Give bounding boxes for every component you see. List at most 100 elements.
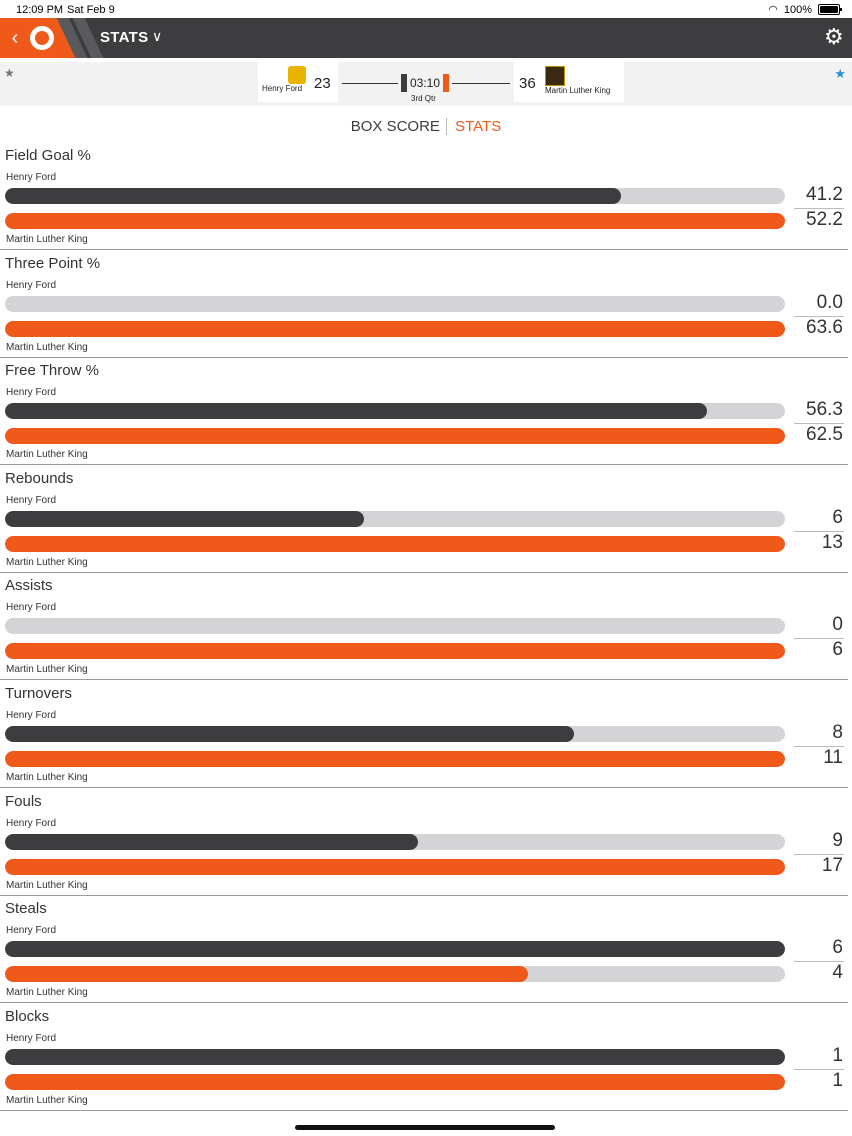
away-possession-marker bbox=[443, 74, 449, 92]
team-a-value: 0.0 bbox=[816, 291, 843, 313]
team-b-bar-track bbox=[5, 751, 785, 767]
team-b-value: 1 bbox=[832, 1069, 843, 1091]
star-icon[interactable]: ★ bbox=[4, 66, 15, 80]
stat-title: Fouls bbox=[5, 792, 42, 810]
gear-icon[interactable]: ⚙ bbox=[824, 24, 844, 49]
team-b-bar-fill bbox=[5, 535, 785, 552]
team-b-label: Martin Luther King bbox=[6, 1094, 88, 1106]
home-indicator[interactable] bbox=[295, 1125, 555, 1130]
team-a-bar-track bbox=[5, 941, 785, 958]
row-separator bbox=[0, 1109, 848, 1111]
chevron-down-icon[interactable]: ∨ bbox=[152, 28, 163, 44]
stat-title: Free Throw % bbox=[5, 362, 99, 380]
team-a-bar-fill bbox=[5, 188, 622, 204]
battery-percent: 100% bbox=[783, 3, 812, 16]
away-team-name: Martin Luther King bbox=[545, 86, 611, 95]
away-team-card: 36 Martin Luther King bbox=[514, 62, 624, 102]
team-b-value: 11 bbox=[823, 747, 843, 768]
stat-row: Blocks Henry Ford 1 1 Martin Luther King bbox=[0, 1004, 852, 1112]
page-title[interactable]: STATS bbox=[100, 29, 149, 46]
team-b-label: Martin Luther King bbox=[6, 341, 88, 353]
team-a-bar-track bbox=[5, 403, 785, 420]
team-a-value: 6 bbox=[832, 937, 843, 959]
team-b-bar-fill bbox=[5, 751, 785, 767]
team-a-label: Henry Ford bbox=[6, 387, 57, 399]
team-a-bar-track bbox=[5, 833, 785, 850]
stat-row: Field Goal % Henry Ford 41.2 52.2 Martin Lut… bbox=[0, 143, 852, 251]
value-divider bbox=[794, 853, 844, 855]
star-icon[interactable]: ★ bbox=[834, 66, 846, 81]
stat-title: Field Goal % bbox=[5, 147, 91, 164]
tab-box-score[interactable]: BOX SCORE bbox=[351, 118, 447, 135]
team-b-bar-track bbox=[5, 1073, 785, 1090]
basketball-logo-icon bbox=[30, 26, 54, 50]
team-a-bar-track bbox=[5, 726, 785, 742]
team-a-label: Henry Ford bbox=[6, 925, 57, 937]
team-a-bar-fill bbox=[5, 1048, 785, 1065]
row-separator bbox=[0, 1002, 848, 1004]
team-b-label: Martin Luther King bbox=[6, 772, 88, 783]
stat-row: Assists Henry Ford 0 6 Martin Luther King bbox=[0, 573, 852, 681]
stat-title: Steals bbox=[5, 900, 47, 918]
scoreboard: ★ Henry Ford 23 03:10 3rd Qtr 36 Martin … bbox=[0, 62, 852, 106]
team-b-value: 62.5 bbox=[806, 424, 843, 446]
team-a-label: Henry Ford bbox=[6, 1032, 57, 1044]
view-tabs: BOX SCORE STATS bbox=[0, 118, 852, 140]
team-b-label: Martin Luther King bbox=[6, 234, 88, 245]
team-a-bar-fill bbox=[5, 510, 364, 527]
team-b-bar-fill bbox=[5, 320, 785, 337]
team-b-bar-track bbox=[5, 535, 785, 552]
value-divider bbox=[794, 530, 844, 532]
team-a-label: Henry Ford bbox=[6, 279, 57, 291]
team-b-label: Martin Luther King bbox=[6, 556, 88, 568]
stat-row: Three Point % Henry Ford 0.0 63.6 Martin Lut… bbox=[0, 251, 852, 359]
team-a-value: 41.2 bbox=[806, 184, 843, 205]
away-team-score: 36 bbox=[519, 75, 536, 92]
team-a-bar-track bbox=[5, 188, 785, 204]
stat-title: Assists bbox=[5, 577, 53, 595]
team-b-value: 13 bbox=[821, 531, 843, 553]
home-team-logo bbox=[288, 66, 306, 84]
team-b-bar-fill bbox=[5, 643, 785, 660]
game-period: 3rd Qtr bbox=[411, 94, 436, 103]
team-a-bar-fill bbox=[5, 833, 419, 850]
team-b-value: 17 bbox=[821, 854, 843, 876]
stat-row: Rebounds Henry Ford 6 13 Martin Luther King bbox=[0, 466, 852, 574]
team-b-value: 63.6 bbox=[806, 316, 843, 338]
team-b-value: 6 bbox=[832, 639, 843, 661]
row-separator bbox=[0, 787, 848, 788]
value-divider bbox=[794, 746, 844, 747]
team-b-value: 52.2 bbox=[806, 209, 843, 230]
home-team-card: Henry Ford 23 bbox=[258, 62, 338, 102]
team-b-bar-track bbox=[5, 858, 785, 875]
tab-stats[interactable]: STATS bbox=[455, 118, 502, 135]
status-right: ◠ 100% bbox=[768, 3, 842, 16]
team-a-value: 56.3 bbox=[806, 399, 843, 421]
team-a-bar-fill bbox=[5, 403, 707, 420]
team-a-bar-track bbox=[5, 295, 785, 312]
value-divider bbox=[794, 961, 844, 963]
team-a-value: 6 bbox=[832, 506, 843, 528]
team-b-bar-track bbox=[5, 966, 785, 983]
team-b-value: 4 bbox=[832, 962, 843, 984]
team-b-bar-fill bbox=[5, 213, 785, 229]
status-bar: 12:09 PM Sat Feb 9 ◠ 100% bbox=[0, 0, 852, 18]
team-a-value: 0 bbox=[832, 614, 843, 636]
stat-title: Blocks bbox=[5, 1007, 50, 1025]
status-date: Sat Feb 9 bbox=[67, 4, 115, 16]
back-icon[interactable]: ‹ bbox=[11, 27, 19, 49]
stat-row: Free Throw % Henry Ford 56.3 62.5 Martin Lut… bbox=[0, 358, 852, 466]
team-a-value: 1 bbox=[832, 1044, 843, 1066]
team-b-bar-track bbox=[5, 213, 785, 229]
team-a-label: Henry Ford bbox=[6, 602, 57, 614]
team-b-label: Martin Luther King bbox=[6, 987, 88, 999]
team-a-bar-fill bbox=[5, 726, 575, 742]
value-divider bbox=[794, 315, 844, 317]
nav-bar: ‹ STATS ∨ ⚙ bbox=[0, 18, 852, 58]
home-possession-marker bbox=[401, 74, 407, 92]
home-team-name: Henry Ford bbox=[262, 84, 303, 93]
row-separator bbox=[0, 356, 848, 358]
row-separator bbox=[0, 571, 848, 573]
value-divider bbox=[794, 638, 844, 640]
team-a-value: 8 bbox=[832, 722, 843, 743]
